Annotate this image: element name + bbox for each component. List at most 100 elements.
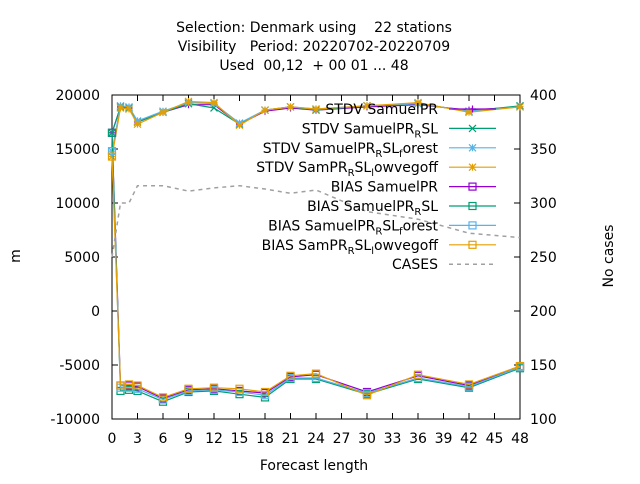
chart-title-line-1: Selection: Denmark using 22 stations	[176, 20, 452, 36]
data-point	[311, 369, 321, 378]
data-point	[184, 97, 193, 106]
legend-label: STDV SamPRRSLlowvegoff	[256, 160, 438, 179]
data-point	[515, 361, 525, 371]
legend-label-part: f	[399, 226, 403, 237]
legend-label-part: orest	[403, 218, 439, 234]
y2-tick-label: 150	[530, 358, 557, 374]
legend-label-part: BIAS SamuelPR	[268, 218, 376, 234]
data-point	[363, 101, 371, 110]
data-point	[312, 105, 320, 113]
series-line	[111, 156, 521, 399]
data-point	[107, 147, 117, 156]
y-tick-label: -5000	[59, 358, 100, 374]
data-point	[468, 163, 477, 172]
x-tick-label: 48	[511, 431, 529, 447]
data-point	[362, 391, 372, 400]
data-point	[286, 371, 295, 380]
y2-tick-label: 100	[530, 412, 557, 428]
legend-label-part: R	[375, 149, 382, 160]
legend-label-part: SL	[382, 141, 399, 157]
x-tick-label: 12	[205, 431, 223, 447]
legend-label-part: f	[399, 149, 403, 160]
series-cases	[111, 184, 521, 258]
x-tick-label: 9	[184, 431, 193, 447]
y-tick-label: 15000	[55, 142, 100, 158]
y2-tick-label: 300	[530, 196, 557, 212]
x-tick-label: 27	[333, 431, 351, 447]
legend-label-part: STDV SamPR	[256, 160, 348, 176]
chart-title-line-2: Visibility Period: 20220702-20220709	[178, 39, 450, 55]
data-point	[516, 102, 524, 111]
legend-label-part: BIAS SamuelPR	[307, 199, 415, 215]
data-point	[468, 201, 477, 211]
series-line	[111, 184, 521, 258]
data-point	[468, 221, 477, 230]
data-point	[116, 104, 125, 112]
legend-label-part: SL	[382, 218, 399, 234]
x-tick-label: 18	[256, 431, 274, 447]
x-tick-label: 39	[435, 431, 453, 447]
legend-label-part: R	[414, 207, 421, 218]
data-point	[260, 387, 270, 397]
chart-title-line-3: Used 00,12 + 00 01 ... 48	[219, 58, 408, 74]
x-tick-label: 42	[460, 431, 478, 447]
data-point	[464, 380, 474, 389]
data-point	[468, 240, 477, 249]
legend-label-part: SL	[421, 199, 438, 215]
legend-label-part: SL	[355, 238, 372, 254]
legend-label-part: l	[371, 246, 374, 257]
x-tick-label: 0	[108, 431, 117, 447]
data-point	[124, 380, 134, 389]
legend-label: BIAS SamuelPRRSLforest	[268, 218, 438, 237]
data-point	[465, 108, 473, 117]
data-point	[125, 105, 133, 113]
legend-label: STDV SamuelPRRSLforest	[263, 141, 439, 160]
legend-label: BIAS SamPRRSLlowvegoff	[262, 238, 439, 257]
data-point	[116, 381, 125, 390]
y2-tick-label: 250	[530, 250, 557, 266]
x-axis-label: Forecast length	[260, 458, 368, 474]
data-point	[210, 98, 218, 107]
data-point	[235, 121, 244, 130]
data-point	[184, 384, 193, 393]
x-tick-label: 15	[231, 431, 249, 447]
legend-label-part: BIAS SamuelPR	[331, 180, 439, 196]
y2-tick-label: 200	[530, 304, 557, 320]
x-tick-label: 6	[159, 431, 168, 447]
x-tick-label: 30	[358, 431, 376, 447]
legend-label: CASES	[392, 257, 438, 273]
y2-axis-label: No cases	[601, 225, 617, 288]
data-point	[468, 182, 477, 191]
legend-label-part: orest	[403, 141, 439, 157]
data-point	[261, 106, 269, 115]
legend-label-part: BIAS SamPR	[262, 238, 348, 254]
x-tick-label: 45	[486, 431, 504, 447]
x-tick-label: 33	[384, 431, 402, 447]
y-tick-label: 5000	[64, 250, 100, 266]
data-point	[414, 98, 422, 107]
legend-label: STDV SamuelPRRSL	[302, 121, 438, 140]
y2-tick-label: 350	[530, 142, 557, 158]
y-tick-label: 10000	[55, 196, 100, 212]
data-point	[209, 383, 219, 392]
data-point	[158, 393, 168, 402]
data-point	[286, 102, 295, 111]
legend-label-part: R	[348, 168, 355, 179]
data-point	[107, 152, 117, 161]
legend-label: STDV SamuelPR	[325, 102, 438, 118]
legend-label-part: R	[375, 226, 382, 237]
legend-label-part: STDV SamuelPR	[325, 102, 438, 118]
x-tick-label: 21	[282, 431, 300, 447]
legend-label-part: owvegoff	[374, 160, 438, 176]
y2-tick-label: 400	[530, 88, 557, 104]
data-point	[235, 384, 244, 393]
legend-label-part: STDV SamuelPR	[302, 121, 415, 137]
x-tick-label: 24	[307, 431, 325, 447]
legend-label-part: R	[414, 129, 421, 140]
data-point	[468, 124, 477, 133]
legend-label: BIAS SamuelPR	[331, 180, 439, 196]
legend-label-part: SL	[355, 160, 372, 176]
